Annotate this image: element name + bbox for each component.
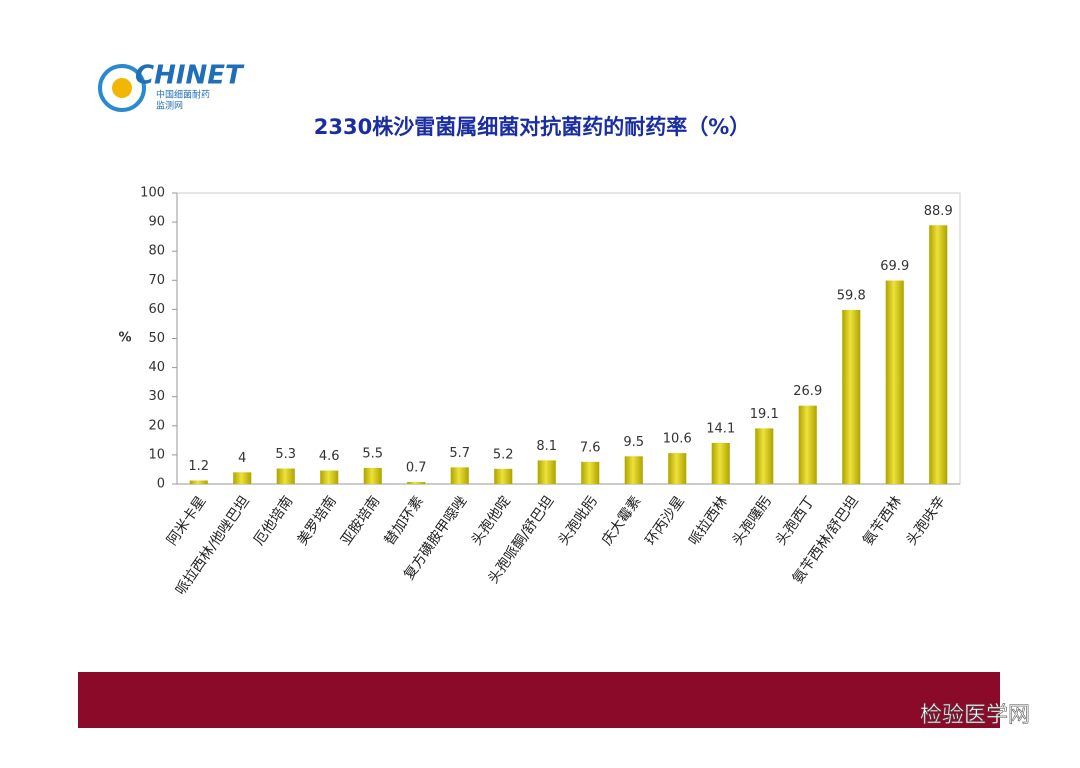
value-label: 69.9 [880,259,909,274]
y-tick-label: 50 [148,331,165,346]
x-tick-label: 厄他培南 [251,493,296,548]
value-label: 9.5 [623,435,644,450]
x-tick-label: 哌拉西林 [685,493,731,549]
footer-band [78,672,1000,728]
bar-shine [755,428,774,484]
x-tick-label: 美罗培南 [295,493,340,548]
logo: CHINET 中国细菌耐药 监测网 [98,61,245,112]
bar-shine [450,467,469,484]
value-label: 10.6 [663,432,692,447]
value-label: 19.1 [750,407,779,422]
y-tick-label: 70 [148,273,165,288]
value-label: 14.1 [706,421,735,436]
bar-shine [276,468,295,484]
value-label: 26.9 [793,384,822,399]
value-label: 0.7 [406,460,427,475]
bar-shine [711,442,730,484]
logo-dot [112,78,132,98]
bar-shine [668,453,687,484]
value-label: 4 [238,451,246,466]
bar-shine [798,405,817,484]
value-label: 8.1 [536,439,557,454]
x-tick-label: 亚胺培南 [338,493,383,548]
y-tick-label: 0 [157,477,165,492]
value-label: 4.6 [319,449,340,464]
x-tick-label: 头孢吡肟 [556,493,601,548]
bar-shine [233,472,252,484]
y-axis-label: % [118,331,131,346]
bar-shine [494,468,513,484]
y-tick-label: 80 [148,244,165,259]
y-tick-label: 60 [148,302,165,317]
bar-shine [363,467,382,484]
logo-ring [98,64,146,112]
bar-shine [537,460,556,484]
logo-name: CHINET [135,61,245,91]
y-tick-label: 40 [148,360,165,375]
x-tick-label: 庆大霉素 [599,493,644,548]
x-tick-label: 替加环素 [382,493,427,548]
value-label: 1.2 [188,459,209,474]
y-tick-label: 10 [148,447,165,462]
value-label: 59.8 [837,288,866,303]
bar-shine [320,470,339,484]
bar-shine [929,225,948,484]
logo-line2: 监测网 [156,100,183,112]
value-label: 5.7 [449,446,470,461]
watermark: 检验医学网 [920,703,1030,728]
bar-shine [189,480,208,484]
x-tick-label: 哌拉西林/他唑巴坦 [172,493,253,598]
bar-shine [842,309,861,484]
x-tick-label: 头孢西丁 [773,493,818,548]
x-tick-label: 氨苄西林 [860,493,905,548]
y-tick-label: 100 [140,186,165,201]
value-label: 7.6 [580,440,601,455]
x-tick-label: 头孢呋辛 [904,493,949,548]
y-tick-label: 90 [148,215,165,230]
x-tick-label: 头孢他啶 [469,493,514,548]
bar-shine [407,481,426,484]
bar-shine [624,456,643,484]
value-label: 88.9 [924,204,953,219]
chart-title: 2330株沙雷菌属细菌对抗菌药的耐药率（%） [314,115,751,139]
bar-shine [885,280,904,484]
logo-line1: 中国细菌耐药 [156,89,210,101]
value-label: 5.3 [275,447,296,462]
x-tick-label: 环丙沙星 [643,493,688,548]
bar-shine [581,461,600,484]
value-label: 5.5 [362,446,383,461]
x-tick-label: 阿米卡星 [164,493,209,548]
value-label: 5.2 [493,447,514,462]
y-tick-label: 20 [148,418,165,433]
y-tick-label: 30 [148,389,165,404]
x-tick-label: 头孢噻肟 [729,493,775,549]
